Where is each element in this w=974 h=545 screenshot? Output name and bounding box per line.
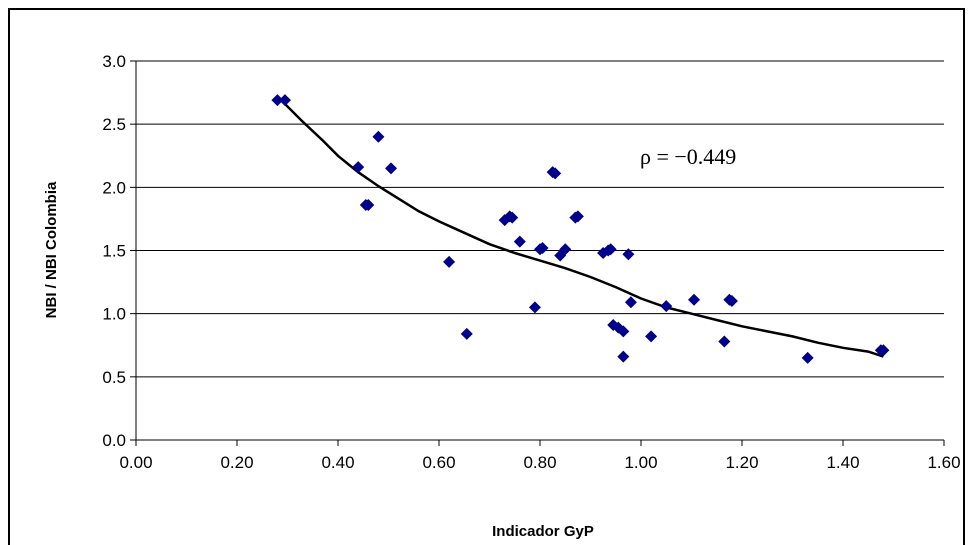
chart-frame: [8, 8, 965, 545]
x-tick-labels: 0.00 0.20 0.40 0.60 0.80 1.00 1.20 1.40 1.60: [119, 453, 960, 472]
data-point-1: [278, 94, 291, 107]
data-point-11: [506, 211, 519, 224]
gridlines: [136, 60, 944, 378]
data-point-24: [604, 243, 617, 256]
axes: [130, 60, 945, 446]
data-point-33: [688, 293, 701, 306]
data-point-4: [362, 199, 375, 212]
x-tick-label-1: 0.20: [220, 453, 253, 472]
data-point-37: [801, 351, 814, 364]
x-tick-label-4: 0.80: [523, 453, 556, 472]
data-point-21: [571, 210, 584, 223]
y-tick-label-0: 0.0: [102, 431, 126, 450]
y-tick-label-6: 3.0: [102, 52, 126, 71]
data-point-32: [660, 300, 673, 313]
y-tick-label-5: 2.5: [102, 115, 126, 134]
correlation-annotation: ρ = −0.449: [640, 144, 736, 169]
x-tick-label-7: 1.40: [826, 453, 859, 472]
y-tick-label-2: 1.0: [102, 305, 126, 324]
data-point-6: [385, 162, 398, 175]
trend-line: [281, 100, 884, 358]
x-tick-label-6: 1.20: [725, 453, 758, 472]
data-point-13: [528, 301, 541, 314]
data-point-17: [549, 167, 562, 180]
data-points: [271, 94, 890, 364]
data-point-36: [725, 295, 738, 308]
data-point-15: [536, 241, 549, 254]
data-point-29: [622, 248, 635, 261]
y-tick-label-3: 1.5: [102, 242, 126, 261]
data-point-34: [718, 335, 731, 348]
y-tick-label-1: 0.5: [102, 368, 126, 387]
data-point-7: [443, 255, 456, 268]
data-point-8: [460, 327, 473, 340]
data-point-39: [877, 344, 890, 357]
x-tick-label-3: 0.60: [422, 453, 455, 472]
data-point-30: [624, 296, 637, 309]
y-tick-label-4: 2.0: [102, 178, 126, 197]
data-point-5: [372, 130, 385, 143]
x-tick-label-8: 1.60: [927, 453, 960, 472]
data-point-31: [645, 330, 658, 343]
trend-line-path: [281, 100, 884, 358]
x-tick-label-0: 0.00: [119, 453, 152, 472]
data-point-27: [617, 325, 630, 338]
data-point-28: [617, 350, 630, 363]
x-tick-label-5: 1.00: [624, 453, 657, 472]
x-tick-label-2: 0.40: [321, 453, 354, 472]
x-axis-title: Indicador GyP: [492, 523, 594, 540]
data-point-2: [352, 161, 365, 174]
y-tick-labels: 0.0 0.5 1.0 1.5 2.0 2.5 3.0: [102, 52, 126, 450]
data-point-12: [513, 235, 526, 248]
data-point-19: [559, 243, 572, 256]
data-point-0: [271, 94, 284, 107]
y-axis-title: NBI / NBI Colombia: [43, 181, 60, 318]
